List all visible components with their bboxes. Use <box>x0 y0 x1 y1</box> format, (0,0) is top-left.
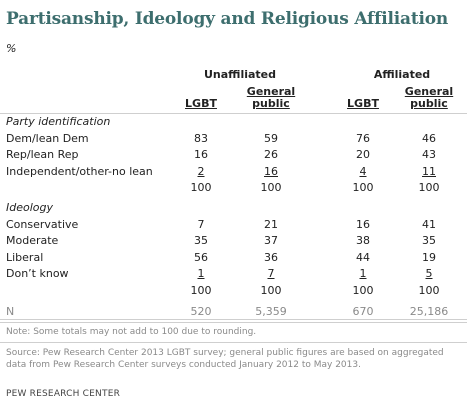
cell-affiliated-lgbt: 76 <box>356 131 370 145</box>
row-label: Independent/other-no lean <box>6 164 153 178</box>
chart-title: Partisanship, Ideology and Religious Aff… <box>6 9 449 29</box>
source-text: Source: Pew Research Center 2013 LGBT su… <box>6 348 444 370</box>
cell-unaffiliated-general-public: 100 <box>260 181 282 195</box>
column-header-unaffiliated-general-public: General public <box>246 85 296 110</box>
group-header-affiliated: Affiliated <box>373 68 431 81</box>
cell-unaffiliated-lgbt: 100 <box>190 181 212 195</box>
row-label: Dem/lean Dem <box>6 131 89 145</box>
table-row-n: N 520 5,359 670 25,186 <box>0 305 467 323</box>
cell-affiliated-lgbt: 4 <box>359 164 367 178</box>
cell-affiliated-lgbt: 44 <box>356 250 370 264</box>
cell-unaffiliated-general-public: 100 <box>260 284 282 297</box>
cell-n-affiliated-lgbt: 670 <box>352 305 374 318</box>
cell-affiliated-lgbt: 16 <box>356 217 370 231</box>
cell-affiliated-lgbt: 100 <box>352 181 374 195</box>
cell-unaffiliated-lgbt: 7 <box>197 217 205 231</box>
cell-unaffiliated-lgbt: 16 <box>194 148 208 162</box>
table-row-conservative: Conservative 7 21 16 41 <box>0 218 467 236</box>
table-row-total: 100 100 100 100 <box>0 284 467 302</box>
cell-affiliated-lgbt: 1 <box>359 267 367 281</box>
cell-unaffiliated-lgbt: 1 <box>197 267 205 281</box>
column-header-affiliated-general-public: General public <box>404 85 454 110</box>
table-row-rep-lean-rep: Rep/lean Rep 16 26 20 43 <box>0 148 467 166</box>
cell-unaffiliated-general-public: 16 <box>264 164 278 178</box>
cell-unaffiliated-lgbt: 2 <box>197 164 205 178</box>
row-label: Liberal <box>6 250 44 264</box>
cell-unaffiliated-general-public: 59 <box>264 131 278 145</box>
cell-affiliated-general-public: 100 <box>418 181 440 195</box>
cell-unaffiliated-general-public: 36 <box>264 250 278 264</box>
section-header-ideology: Ideology <box>6 201 54 214</box>
cell-unaffiliated-lgbt: 83 <box>194 131 208 145</box>
cell-affiliated-general-public: 100 <box>418 284 440 297</box>
table-row-moderate: Moderate 35 37 38 35 <box>0 234 467 252</box>
column-header-unaffiliated-lgbt: LGBT <box>185 97 217 110</box>
cell-affiliated-lgbt: 38 <box>356 234 370 248</box>
row-label: Moderate <box>6 234 59 248</box>
table-row-dem-lean-dem: Dem/lean Dem 83 59 76 46 <box>0 132 467 150</box>
cell-unaffiliated-general-public: 37 <box>264 234 278 248</box>
group-header-unaffiliated: Unaffiliated <box>203 68 276 81</box>
cell-affiliated-general-public: 19 <box>422 250 436 264</box>
column-header-affiliated-lgbt: LGBT <box>347 97 379 110</box>
cell-affiliated-general-public: 43 <box>422 148 436 162</box>
cell-n-unaffiliated-general-public: 5,359 <box>255 305 287 318</box>
cell-unaffiliated-lgbt: 56 <box>194 250 208 264</box>
unit-label: % <box>6 42 17 55</box>
header-rule <box>0 113 467 114</box>
cell-unaffiliated-lgbt: 35 <box>194 234 208 248</box>
cell-unaffiliated-lgbt: 100 <box>190 284 212 297</box>
cell-affiliated-general-public: 5 <box>425 267 433 281</box>
row-label: Don’t know <box>6 267 69 281</box>
note-rule-bottom <box>0 342 467 343</box>
table-row-don-t-know: Don’t know 1 7 1 5 <box>0 267 467 285</box>
row-label: Conservative <box>6 217 79 231</box>
section-header-party-identification: Party identification <box>6 115 111 128</box>
table-row-liberal: Liberal 56 36 44 19 <box>0 251 467 269</box>
cell-affiliated-lgbt: 20 <box>356 148 370 162</box>
table-row-total: 100 100 100 100 <box>0 181 467 199</box>
note-text: Note: Some totals may not add to 100 due… <box>6 327 257 337</box>
cell-unaffiliated-general-public: 26 <box>264 148 278 162</box>
cell-affiliated-general-public: 35 <box>422 234 436 248</box>
row-label: N <box>6 305 15 318</box>
cell-affiliated-general-public: 11 <box>422 164 436 178</box>
cell-unaffiliated-general-public: 7 <box>267 267 275 281</box>
n-rule <box>0 319 467 320</box>
cell-affiliated-lgbt: 100 <box>352 284 374 297</box>
credit-label: PEW RESEARCH CENTER <box>6 389 121 399</box>
note-rule-top <box>0 322 467 323</box>
cell-n-unaffiliated-lgbt: 520 <box>190 305 212 318</box>
cell-unaffiliated-general-public: 21 <box>264 217 278 231</box>
cell-affiliated-general-public: 41 <box>422 217 436 231</box>
table-row-independent-other-no-lean: Independent/other-no lean 2 16 4 11 <box>0 165 467 183</box>
row-label: Rep/lean Rep <box>6 148 79 162</box>
cell-affiliated-general-public: 46 <box>422 131 436 145</box>
cell-n-affiliated-general-public: 25,186 <box>409 305 449 318</box>
